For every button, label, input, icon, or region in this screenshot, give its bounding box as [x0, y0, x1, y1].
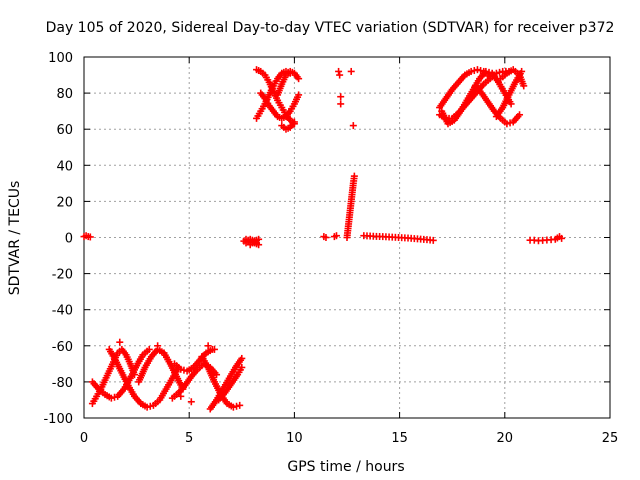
data-point — [160, 349, 168, 357]
data-point — [204, 342, 212, 350]
data-point — [238, 363, 246, 371]
axis-ticks — [83, 56, 611, 419]
data-point-interp — [496, 68, 504, 76]
data-point — [467, 67, 475, 75]
data-point-interp — [146, 402, 154, 410]
data-point — [290, 118, 298, 126]
data-point — [558, 234, 566, 242]
data-point — [295, 91, 303, 99]
data-point — [337, 100, 345, 108]
data-point — [349, 122, 357, 130]
data-point — [143, 403, 151, 411]
data-point — [210, 345, 218, 353]
x-tick-label: 25 — [602, 431, 619, 446]
x-tick-label: 0 — [80, 431, 88, 446]
data-point-interp — [485, 68, 493, 76]
x-tick-label: 20 — [497, 431, 514, 446]
data-point — [177, 365, 185, 373]
data-point — [337, 93, 345, 101]
data-point — [177, 392, 185, 400]
y-tick-label: -40 — [52, 304, 73, 319]
chart-title: Day 105 of 2020, Sidereal Day-to-day VTE… — [46, 20, 615, 36]
data-point-interp — [477, 67, 485, 75]
data-point — [473, 66, 481, 74]
data-point — [520, 82, 528, 90]
x-axis-title: GPS time / hours — [287, 459, 404, 475]
data-point — [503, 120, 511, 128]
data-point — [336, 71, 344, 79]
data-point — [295, 75, 303, 83]
data-point — [335, 67, 343, 75]
data-point — [86, 233, 94, 241]
data-point — [213, 371, 221, 379]
y-tick-label: -60 — [52, 340, 73, 355]
data-point — [322, 234, 330, 241]
data-point — [187, 398, 195, 406]
data-point — [518, 67, 526, 75]
y-tick-label: 40 — [56, 159, 73, 174]
y-tick-label: -80 — [52, 376, 73, 391]
y-tick-label: -20 — [52, 268, 73, 283]
y-tick-label: -100 — [43, 412, 73, 427]
x-tick-label: 10 — [286, 431, 303, 446]
data-point — [238, 354, 246, 362]
y-tick-label: 20 — [56, 195, 73, 210]
y-tick-label: 100 — [48, 51, 73, 66]
y-axis-title: SDTVAR / TECUs — [7, 181, 23, 296]
x-tick-label: 15 — [391, 431, 408, 446]
y-tick-label: 0 — [65, 232, 73, 247]
data-point — [507, 100, 515, 108]
data-point — [516, 111, 524, 119]
data-point-interp — [111, 393, 119, 401]
data-point — [482, 67, 490, 75]
y-tick-label: 60 — [56, 123, 73, 138]
data-point — [116, 338, 124, 346]
data-point — [145, 345, 153, 353]
data-point — [350, 172, 358, 180]
data-point — [229, 403, 237, 411]
data-point-interp — [233, 402, 241, 410]
data-point — [107, 394, 115, 402]
data-points — [80, 66, 566, 413]
data-point — [429, 236, 437, 244]
y-tick-label: 80 — [56, 87, 73, 102]
y-axis-tick-labels: -100 -80 -60 -40 -20 0 20 40 60 80 100 — [43, 51, 73, 427]
data-point-interp — [506, 119, 514, 127]
data-point — [347, 67, 355, 75]
data-point — [255, 235, 263, 243]
data-point — [332, 232, 340, 240]
x-axis-tick-labels: 0 5 10 15 20 25 — [80, 431, 618, 446]
x-tick-label: 5 — [185, 431, 193, 446]
data-point — [154, 342, 162, 350]
data-point-interp — [470, 67, 478, 75]
data-point — [236, 401, 244, 409]
